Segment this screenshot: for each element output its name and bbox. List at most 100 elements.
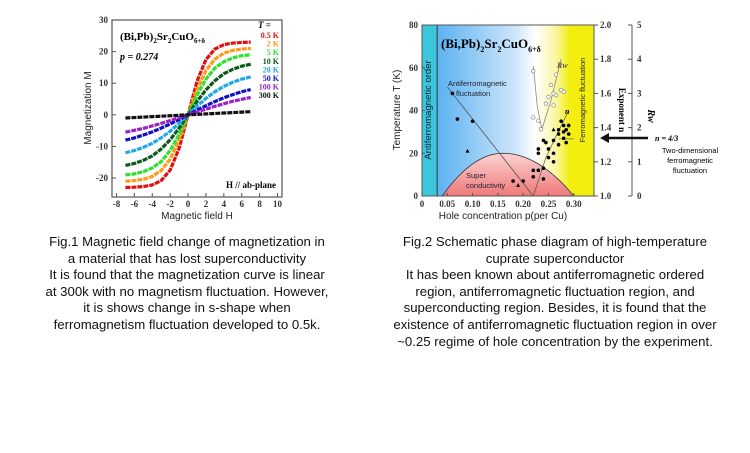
caption-line: It has been known about antiferromagneti… bbox=[405, 267, 705, 283]
data-point-rw bbox=[536, 118, 541, 123]
caption-line: superconducting region. Besides, it is f… bbox=[403, 300, 707, 316]
y-tick-label: 0 bbox=[104, 110, 109, 120]
fm-fluct-label: Ferromagnetic fluctuation bbox=[578, 58, 587, 143]
x-tick-label: 0 bbox=[420, 199, 425, 209]
data-point-n bbox=[531, 174, 536, 179]
data-point-n bbox=[566, 132, 571, 136]
data-point-rw bbox=[538, 127, 544, 132]
data-point-n bbox=[546, 155, 551, 160]
data-point-n bbox=[455, 117, 460, 121]
data-point-n bbox=[564, 127, 568, 132]
figure-2-caption: Fig.2 Schematic phase diagram of high-te… bbox=[365, 234, 745, 350]
data-point-n bbox=[551, 138, 556, 143]
y-tick-label: 10 bbox=[99, 78, 109, 88]
data-point-rw bbox=[546, 94, 551, 99]
legend-entry: 20 K bbox=[263, 65, 280, 74]
data-point-n bbox=[536, 151, 541, 156]
twod-label-2: ferromagnetic bbox=[667, 156, 713, 165]
data-point-rw bbox=[548, 82, 554, 87]
caption-line: cuprate superconductor bbox=[485, 250, 625, 266]
rw-axis-label: 4 bbox=[637, 54, 642, 64]
data-point-n bbox=[564, 140, 568, 145]
legend-entry: 10 K bbox=[263, 57, 280, 66]
sc-label-1: Super bbox=[466, 171, 487, 180]
figure-2-phase-diagram: 0 0.05 0.10 0.15 0.20 0.25 0.300204060801.01.2… bbox=[409, 20, 642, 209]
y-tick-label: 40 bbox=[409, 106, 419, 116]
caption-line: Fig.2 Schematic phase diagram of high-te… bbox=[402, 234, 708, 249]
x-tick-label: 6 bbox=[239, 199, 244, 209]
data-point-n bbox=[561, 136, 566, 141]
y-tick-label: 30 bbox=[99, 15, 109, 25]
caption-line: a material that has lost superconductivi… bbox=[67, 250, 307, 266]
rw-axis-label: 3 bbox=[637, 88, 642, 98]
caption-line: ~0.25 regime of hole concentration by th… bbox=[397, 333, 713, 349]
data-point-n bbox=[521, 179, 525, 183]
n-axis-label: 1.8 bbox=[600, 54, 612, 64]
data-point-rw bbox=[553, 92, 559, 98]
rw-curve-label: Rw bbox=[556, 61, 568, 70]
data-point-n bbox=[556, 127, 561, 132]
af-order-region bbox=[422, 25, 438, 196]
fig2-xlabel: Hole concentration p(per Cu) bbox=[439, 211, 567, 222]
y-tick-label: 0 bbox=[414, 191, 419, 201]
data-point-rw bbox=[543, 101, 549, 106]
n-axis-label: 1.0 bbox=[600, 191, 612, 201]
twod-label-1: Two-dimensional bbox=[662, 146, 719, 155]
arrow-head-icon bbox=[600, 133, 609, 143]
x-tick-label: 0.05 bbox=[439, 199, 455, 209]
caption-line: at 300k with no magnetism fluctuation. H… bbox=[45, 283, 329, 299]
legend-entry: 100 K bbox=[259, 83, 280, 92]
data-point-n bbox=[470, 119, 475, 123]
y-tick-label: -20 bbox=[96, 173, 108, 183]
fig1-field-note: H // ab-plane bbox=[226, 180, 276, 190]
x-tick-label: 8 bbox=[257, 199, 262, 209]
rw-axis-label: 0 bbox=[637, 191, 642, 201]
n-curve-label: n bbox=[565, 107, 570, 116]
x-tick-label: 10 bbox=[273, 199, 283, 209]
data-point-n bbox=[541, 177, 546, 181]
n-axis-label: 1.4 bbox=[600, 123, 612, 133]
x-tick-label: 0.20 bbox=[515, 199, 531, 209]
data-point-n bbox=[531, 168, 536, 173]
data-point-n bbox=[551, 160, 556, 164]
af-order-label: Antiferromagnetic order bbox=[423, 60, 434, 159]
data-point-triangle bbox=[551, 127, 556, 132]
x-tick-label: 0.25 bbox=[541, 199, 557, 209]
x-tick-label: -2 bbox=[166, 199, 174, 209]
data-point-n bbox=[556, 142, 561, 147]
data-point-n bbox=[541, 138, 546, 143]
series-line-100-K bbox=[125, 95, 252, 134]
n-axis-label: 2.0 bbox=[600, 20, 612, 30]
n-axis-label: 1.6 bbox=[600, 88, 612, 98]
rw-axis-label: 1 bbox=[637, 157, 642, 167]
data-point-n bbox=[511, 179, 515, 183]
caption-line: It is found that the magnetization curve… bbox=[49, 267, 325, 283]
af-fluct-label-2: fluctuation bbox=[456, 89, 490, 98]
data-point-n bbox=[536, 168, 541, 173]
x-tick-label: 0.10 bbox=[465, 199, 481, 209]
caption-line: it is shows change in s-shape when bbox=[83, 300, 291, 316]
data-point-n bbox=[559, 119, 563, 123]
superconducting-dome bbox=[441, 152, 575, 197]
af-fluct-label-1: Antiferromagnetic bbox=[448, 79, 507, 88]
x-tick-label: 2 bbox=[204, 199, 209, 209]
x-tick-label: -4 bbox=[149, 199, 157, 209]
data-point-n bbox=[561, 123, 566, 128]
legend-entry: 2 K bbox=[267, 40, 280, 49]
fig1-p-label: p = 0.274 bbox=[119, 52, 158, 63]
sc-label-2: conductivity bbox=[466, 181, 505, 190]
series-line-300-K bbox=[125, 110, 251, 120]
data-point-rw bbox=[561, 89, 566, 94]
fig2-compound: (Bi,Pb)2Sr2CuO6+δ bbox=[441, 36, 541, 54]
legend-entry: 0.5 K bbox=[261, 31, 280, 40]
data-point-n bbox=[541, 166, 546, 171]
caption-line: existence of antiferromagnetic fluctuati… bbox=[393, 316, 717, 332]
caption-line: Fig.1 Magnetic field change of magnetiza… bbox=[49, 234, 325, 249]
data-point-triangle bbox=[465, 148, 470, 153]
legend-entry: 50 K bbox=[263, 74, 280, 83]
rw-axis-label: 5 bbox=[637, 20, 642, 30]
legend-entry: 300 K bbox=[259, 91, 280, 100]
n-trend-line bbox=[532, 110, 570, 197]
